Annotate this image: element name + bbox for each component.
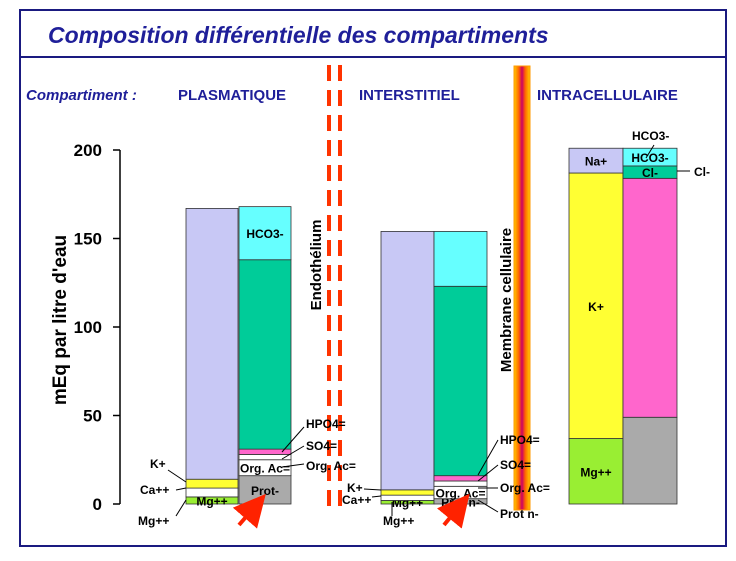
label-prot-inter: Prot n- xyxy=(500,507,539,521)
label-so4-plasma: SO4= xyxy=(306,439,337,453)
bar-segment xyxy=(238,454,292,461)
segment-label: Cl- xyxy=(642,166,658,180)
leader-prot-inter xyxy=(477,499,499,513)
bar-segment xyxy=(568,438,624,505)
bar-segment xyxy=(380,231,435,491)
bar-segment xyxy=(622,416,678,505)
label-ca-plasma: Ca++ xyxy=(140,483,169,497)
arrow-plasma xyxy=(232,493,266,529)
endothelium-label: Endothélium xyxy=(308,220,325,311)
bar-an-segment xyxy=(433,231,488,287)
bar-cat-segment xyxy=(185,487,239,498)
bar-segment xyxy=(433,231,488,287)
compartment-interstitiel: INTERSTITIEL xyxy=(359,87,460,104)
leader-lines xyxy=(167,144,690,517)
cell-membrane-label: Membrane cellulaire xyxy=(498,228,515,372)
bar-segment xyxy=(380,494,435,501)
bar-cat-segment xyxy=(380,494,435,501)
segment-label: Mg++ xyxy=(196,494,227,508)
leader-k-inter xyxy=(363,488,382,491)
bar-an-segment: HCO3- xyxy=(622,147,678,167)
bar-cat-segment xyxy=(380,231,435,491)
label-mg-plasma: Mg++ xyxy=(138,514,169,528)
y-ticks: 0 50 100 150 200 xyxy=(74,141,120,514)
leader-so4-plasma xyxy=(281,445,305,460)
bar-segment xyxy=(238,206,292,261)
bar-an-segment: Org. Ac= xyxy=(238,459,292,477)
segment-label: Mg++ xyxy=(580,465,611,479)
cell-membrane xyxy=(513,65,531,511)
outside-labels: K+ Ca++ Mg++ HPO4= SO4= Org. Ac= K+ Ca++… xyxy=(138,129,710,528)
leader-hpo4-plasma xyxy=(281,426,305,453)
y-tick-label: 100 xyxy=(74,318,102,337)
bar-cat-segment: K+ xyxy=(568,172,624,439)
segment-label: Na+ xyxy=(585,155,607,169)
segment-label: Org. Ac= xyxy=(240,462,290,476)
bar-an-segment: Prot- xyxy=(238,475,292,505)
leader-orgac-plasma xyxy=(281,463,305,468)
bar-an-segment: Cl- xyxy=(622,165,678,180)
bar-segment xyxy=(433,480,488,487)
segment-label: HCO3- xyxy=(246,227,283,241)
label-ca-inter: Ca++ xyxy=(342,493,371,507)
bar-segment xyxy=(622,147,678,167)
y-tick-label: 200 xyxy=(74,141,102,160)
bar-cat-segment: Mg++ xyxy=(568,438,624,505)
label-orgac-plasma: Org. Ac= xyxy=(306,459,356,473)
bar-segment xyxy=(185,208,239,480)
leader-so4-inter xyxy=(477,464,499,482)
label-hpo4-plasma: HPO4= xyxy=(306,417,346,431)
bar-segment xyxy=(380,489,435,496)
compartment-prefix: Compartiment : xyxy=(26,87,137,104)
bar-segment xyxy=(185,487,239,498)
bar-segment xyxy=(185,478,239,489)
bar-segment xyxy=(238,259,292,450)
label-so4-inter: SO4= xyxy=(500,458,531,472)
leader-ca-plasma xyxy=(175,487,187,491)
segment-label: Prot- xyxy=(251,484,279,498)
bar-segment xyxy=(568,172,624,439)
label-hco3-intra: HCO3- xyxy=(632,129,669,143)
leader-hpo4-inter xyxy=(477,439,499,476)
arrow-inter xyxy=(436,493,470,529)
bar-segment xyxy=(622,177,678,418)
bar-an-segment xyxy=(622,416,678,505)
label-hpo4-inter: HPO4= xyxy=(500,433,540,447)
bar-an-segment: HCO3- xyxy=(238,206,292,261)
label-k-inter: K+ xyxy=(347,481,363,495)
bars: Mg++Prot-Org. Ac=HCO3-Mg++ Prot n-Org. Ac… xyxy=(185,147,678,510)
bar-an-segment xyxy=(238,259,292,450)
bar-cat-segment xyxy=(185,478,239,489)
compartment-intracellulaire: INTRACELLULAIRE xyxy=(537,87,678,104)
segment-label: HCO3- xyxy=(631,151,668,165)
leader-hco3-intra xyxy=(645,144,655,159)
bar-an-segment xyxy=(433,285,488,477)
label-k-plasma: K+ xyxy=(150,457,166,471)
leader-ca-inter xyxy=(371,495,382,498)
label-cl-intra: Cl- xyxy=(694,165,710,179)
label-mg-inter: Mg++ xyxy=(383,514,414,528)
y-tick-label: 50 xyxy=(83,407,102,426)
bar-an-segment xyxy=(622,177,678,418)
bar-cat-segment xyxy=(380,489,435,496)
bar-an-segment xyxy=(238,454,292,461)
page-title: Composition différentielle des compartim… xyxy=(48,22,549,48)
bar-cat-segment xyxy=(185,208,239,480)
label-orgac-inter: Org. Ac= xyxy=(500,481,550,495)
y-tick-label: 150 xyxy=(74,230,102,249)
y-tick-label: 0 xyxy=(93,495,102,514)
segment-label: Org. Ac= xyxy=(436,486,486,500)
y-axis-label: mEq par litre d'eau xyxy=(50,235,71,405)
leader-k-plasma xyxy=(167,469,187,483)
bar-an-segment xyxy=(433,480,488,487)
segment-label: K+ xyxy=(588,300,604,314)
leader-mg-plasma xyxy=(175,499,187,517)
bar-cat-segment: Na+ xyxy=(568,147,624,174)
bar-segment xyxy=(433,285,488,477)
compartment-plasmatique: PLASMATIQUE xyxy=(178,87,286,104)
